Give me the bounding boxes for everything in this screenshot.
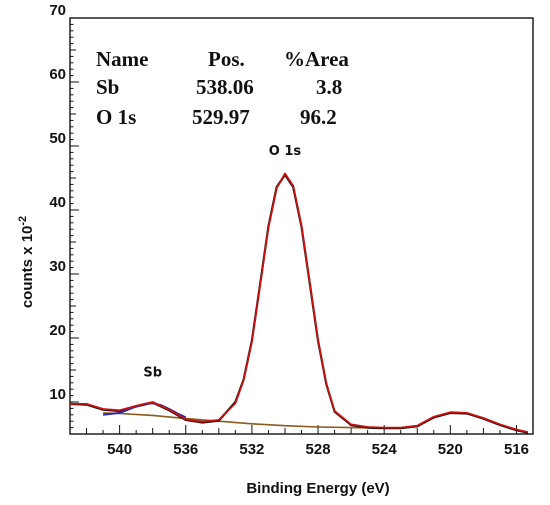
x-tick-label: 516	[504, 441, 529, 458]
y-tick-label: 40	[49, 194, 66, 211]
table-row-area: 3.8	[316, 75, 342, 99]
y-axis: 10 20 30 40 50 60 70	[49, 2, 79, 435]
series-line-envelope	[70, 172, 529, 433]
x-tick-label: 540	[107, 441, 132, 458]
y-axis-title-exponent: -2	[17, 216, 29, 226]
peak-label: Sb	[143, 365, 162, 380]
table-header-name: Name	[96, 47, 148, 71]
y-tick-label: 20	[49, 322, 66, 339]
x-axis-title: Binding Energy (eV)	[246, 480, 389, 497]
y-axis-title-base: counts x 10	[19, 226, 36, 309]
y-axis-title: counts x 10-2	[17, 216, 36, 308]
y-tick-label: 60	[49, 66, 66, 83]
peak-label: O 1s	[269, 144, 302, 159]
table-row-name: Sb	[96, 75, 119, 99]
x-tick-label: 524	[372, 441, 398, 458]
table-header-area: %Area	[284, 47, 349, 71]
table-row-name: O 1s	[96, 105, 136, 129]
series-layer	[69, 172, 529, 434]
table-row-area: 96.2	[300, 105, 337, 129]
results-table: Name Pos. %Area Sb 538.06 3.8 O 1s 529.9…	[96, 47, 349, 129]
table-row-pos: 538.06	[196, 75, 254, 99]
x-tick-label: 532	[239, 441, 264, 458]
series-line-background	[103, 412, 385, 429]
y-tick-label: 30	[49, 258, 66, 275]
x-axis: 540 536 532 528 524 520 516	[86, 425, 529, 458]
x-tick-label: 520	[438, 441, 463, 458]
x-tick-label: 528	[306, 441, 331, 458]
y-tick-label: 70	[49, 2, 66, 19]
y-tick-label: 10	[49, 386, 66, 403]
table-header-pos: Pos.	[208, 47, 245, 71]
table-row-pos: 529.97	[192, 105, 250, 129]
x-tick-label: 536	[173, 441, 198, 458]
y-tick-label: 50	[49, 130, 66, 147]
annotation-layer: O 1s Sb	[143, 144, 301, 380]
